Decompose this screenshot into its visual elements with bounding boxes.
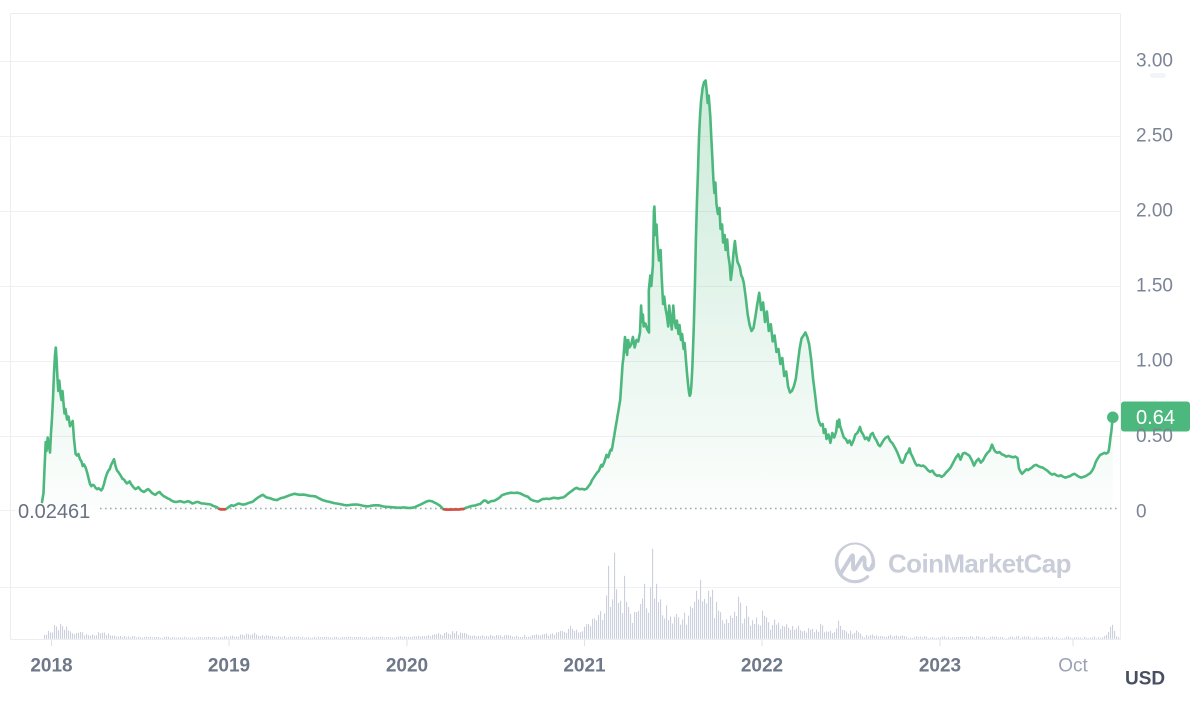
svg-text:2021: 2021 — [563, 656, 606, 677]
svg-text:2020: 2020 — [386, 656, 428, 677]
svg-text:USD: USD — [1125, 669, 1165, 690]
svg-text:Oct: Oct — [1058, 656, 1088, 677]
svg-text:2019: 2019 — [208, 656, 250, 677]
svg-text:1.50: 1.50 — [1136, 276, 1173, 297]
svg-text:0.02461: 0.02461 — [18, 501, 90, 523]
svg-text:0.50: 0.50 — [1136, 426, 1173, 447]
svg-text:0.64: 0.64 — [1136, 407, 1175, 429]
svg-text:2.00: 2.00 — [1136, 201, 1173, 222]
svg-text:2023: 2023 — [919, 656, 961, 677]
svg-text:2018: 2018 — [30, 656, 72, 677]
svg-text:2022: 2022 — [741, 656, 783, 677]
svg-text:1.00: 1.00 — [1136, 351, 1173, 372]
svg-text:2.50: 2.50 — [1136, 126, 1173, 147]
svg-text:3.00: 3.00 — [1136, 51, 1173, 72]
svg-text:CoinMarketCap: CoinMarketCap — [888, 549, 1071, 579]
svg-text:0: 0 — [1136, 502, 1147, 523]
